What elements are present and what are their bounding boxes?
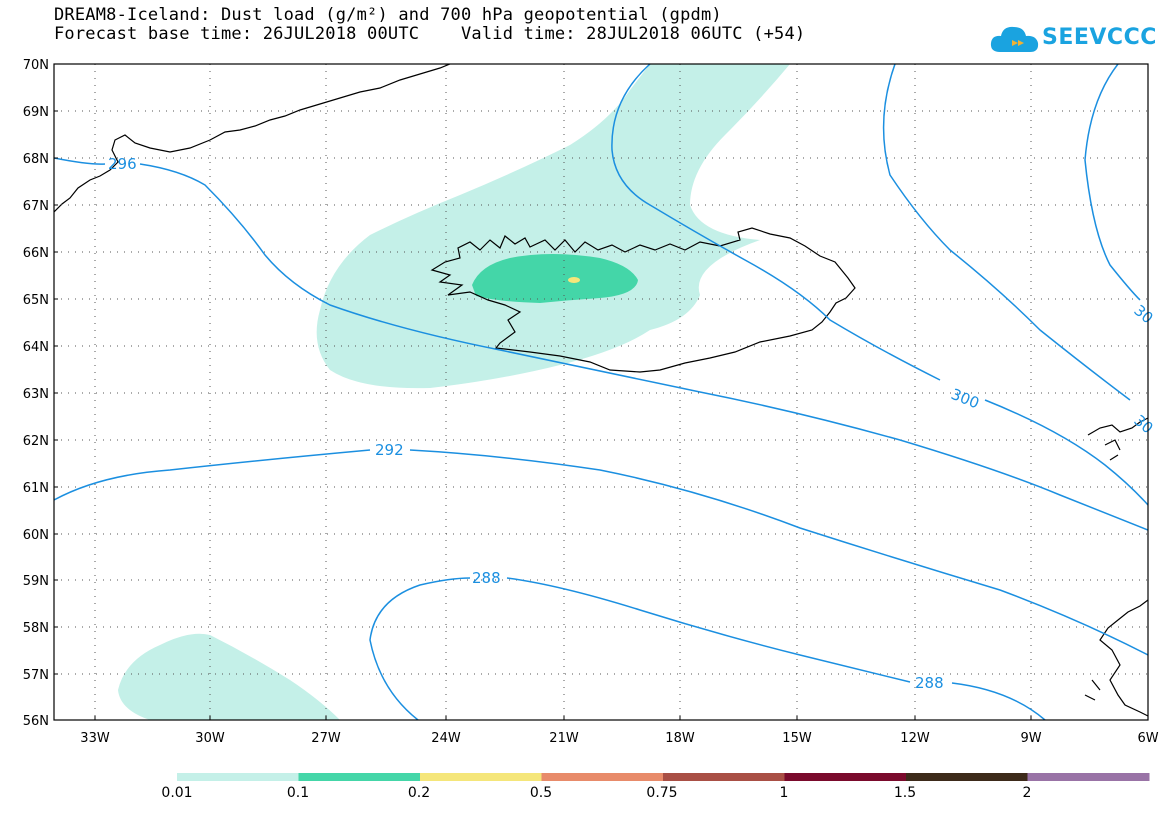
lon-label: 15W bbox=[782, 731, 812, 746]
iceland-coast bbox=[430, 227, 856, 373]
contour-label: 300 bbox=[949, 385, 982, 412]
contour-296 bbox=[54, 157, 1148, 531]
colorbar-label: 1 bbox=[779, 785, 789, 801]
dust-shading bbox=[118, 64, 790, 720]
map-frame bbox=[53, 63, 1149, 721]
colorbar-swatch bbox=[177, 773, 299, 781]
colorbar-swatch bbox=[541, 773, 664, 781]
dust-plume-low bbox=[316, 64, 790, 389]
dust-peak-0.2 bbox=[568, 277, 580, 283]
axis-ticks bbox=[54, 110, 1032, 720]
lat-label: 64N bbox=[23, 340, 49, 355]
greenland-coast bbox=[54, 64, 451, 213]
lat-label: 67N bbox=[23, 199, 49, 214]
cloud-icon bbox=[990, 26, 1039, 52]
coastlines bbox=[54, 64, 1148, 717]
lon-label: 12W bbox=[900, 731, 930, 746]
lat-label: 63N bbox=[23, 387, 49, 402]
forecast-time-subtitle: Forecast base time: 26JUL2018 00UTC Vali… bbox=[54, 24, 806, 44]
lat-label: 62N bbox=[23, 434, 49, 449]
dust-plume-south bbox=[118, 633, 340, 720]
colorbar-swatch bbox=[663, 773, 785, 781]
lat-label: 68N bbox=[23, 152, 49, 167]
contour-304 bbox=[882, 64, 1131, 401]
colorbar-label: 0.1 bbox=[286, 785, 310, 801]
seevccc-logo: SEEVCCC bbox=[990, 22, 1170, 58]
lon-label: 21W bbox=[549, 731, 579, 746]
lat-label: 65N bbox=[23, 293, 49, 308]
scotland-coast bbox=[1084, 599, 1148, 717]
lon-label: 30W bbox=[195, 731, 225, 746]
contour-label: 288 bbox=[472, 569, 501, 587]
lat-label: 60N bbox=[23, 528, 49, 543]
dust-band-0.1 bbox=[472, 254, 638, 303]
colorbar-swatch bbox=[420, 773, 542, 781]
contour-308 bbox=[1084, 64, 1141, 301]
lat-label: 61N bbox=[23, 481, 49, 496]
contour-300 bbox=[611, 64, 1148, 506]
contour-292 bbox=[54, 449, 1148, 656]
colorbar-swatch bbox=[784, 773, 907, 781]
longitude-labels: 33W 30W 27W 24W 21W 18W 15W 12W 9W 6W bbox=[80, 731, 1158, 746]
colorbar-label: 0.01 bbox=[161, 785, 193, 801]
lat-label: 56N bbox=[23, 714, 49, 729]
contour-label: 30 bbox=[1130, 411, 1156, 437]
lon-label: 33W bbox=[80, 731, 110, 746]
colorbar bbox=[177, 773, 1150, 781]
geopotential-contours bbox=[54, 64, 1148, 720]
colorbar-label: 0.5 bbox=[529, 785, 553, 801]
logo-text: SEEVCCC bbox=[1042, 25, 1157, 50]
contour-288a bbox=[369, 577, 1046, 720]
colorbar-label: 1.5 bbox=[893, 785, 917, 801]
lat-label: 57N bbox=[23, 668, 49, 683]
colorbar-label: 2 bbox=[1022, 785, 1032, 801]
lon-label: 27W bbox=[311, 731, 341, 746]
lat-label: 59N bbox=[23, 574, 49, 589]
colorbar-label: 0.2 bbox=[407, 785, 431, 801]
contour-label: 288 bbox=[915, 674, 944, 692]
lon-label: 9W bbox=[1020, 731, 1041, 746]
latitude-labels: 70N 69N 68N 67N 66N 65N 64N 63N 62N 61N … bbox=[23, 58, 49, 729]
gridlines bbox=[54, 64, 1148, 720]
lat-label: 69N bbox=[23, 105, 49, 120]
lon-label: 18W bbox=[665, 731, 695, 746]
contour-label: 292 bbox=[375, 441, 404, 459]
lat-label: 58N bbox=[23, 621, 49, 636]
lon-label: 24W bbox=[431, 731, 461, 746]
lat-label: 70N bbox=[23, 58, 49, 73]
map-title: DREAM8-Iceland: Dust load (g/m²) and 700… bbox=[54, 5, 722, 25]
colorbar-swatch bbox=[906, 773, 1028, 781]
contour-label: 30 bbox=[1130, 301, 1156, 327]
contour-label: 296 bbox=[108, 155, 137, 173]
lon-label: 6W bbox=[1137, 731, 1158, 746]
colorbar-swatch bbox=[298, 773, 421, 781]
faroe-islands-coast bbox=[1087, 417, 1148, 461]
lat-label: 66N bbox=[23, 246, 49, 261]
colorbar-label: 0.75 bbox=[646, 785, 678, 801]
colorbar-swatch bbox=[1027, 773, 1150, 781]
